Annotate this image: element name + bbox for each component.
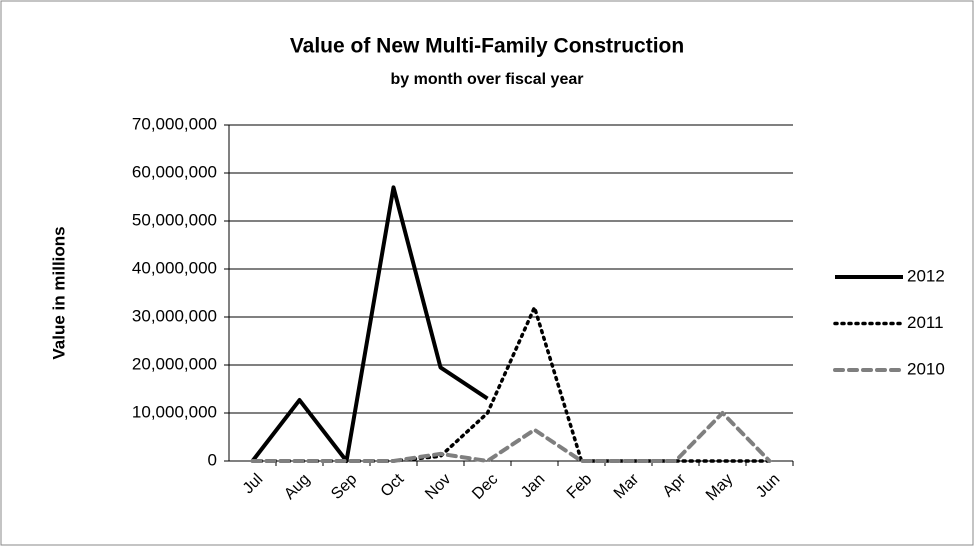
y-tick-label: 10,000,000: [132, 402, 217, 421]
y-tick-label: 20,000,000: [132, 354, 217, 373]
y-tick-label: 60,000,000: [132, 162, 217, 181]
legend-label: 2012: [907, 266, 945, 285]
series-line: [250, 185, 489, 463]
y-tick-label: 40,000,000: [132, 258, 217, 277]
y-tick-label: 50,000,000: [132, 210, 217, 229]
chart-title: Value of New Multi-Family Construction: [290, 35, 684, 58]
y-tick-label: 0: [208, 450, 217, 469]
legend-label: 2011: [907, 313, 944, 332]
y-axis-label: Value in millions: [49, 226, 68, 359]
y-tick-label: 30,000,000: [132, 306, 217, 325]
chart-subtitle: by month over fiscal year: [391, 71, 584, 88]
y-tick-label: 70,000,000: [132, 114, 217, 133]
legend-label: 2010: [907, 359, 945, 378]
series-line: [250, 411, 772, 463]
